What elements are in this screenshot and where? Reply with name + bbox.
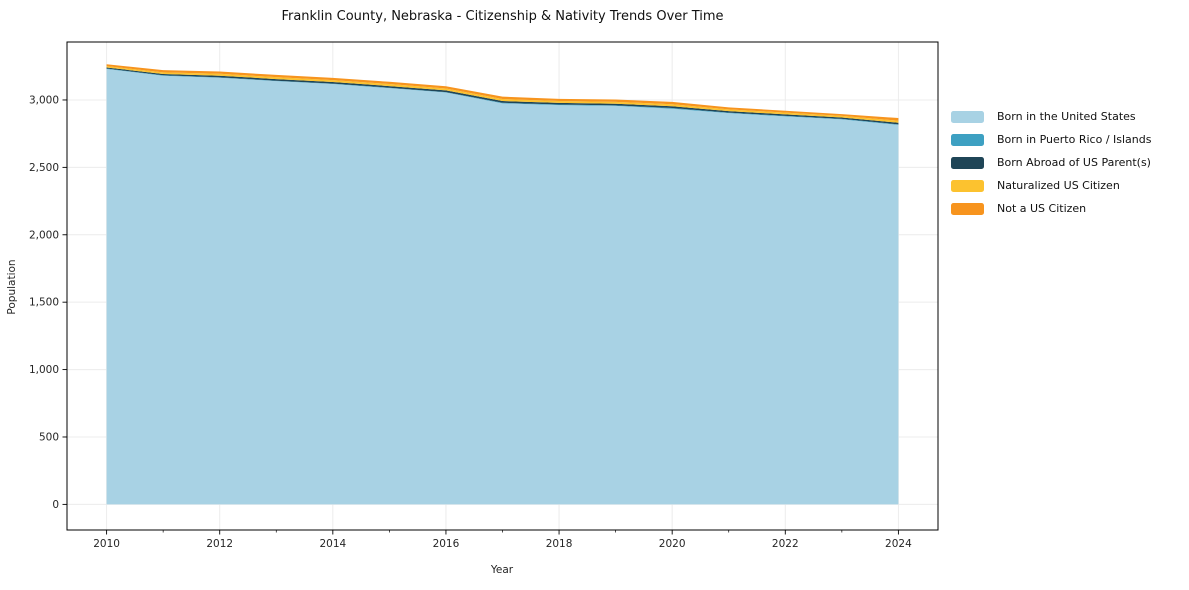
y-tick-label: 2,500 xyxy=(29,162,59,174)
x-tick-label: 2012 xyxy=(206,538,233,550)
area-series xyxy=(106,64,899,121)
legend-swatch-icon xyxy=(951,133,984,146)
x-tick-label: 2024 xyxy=(885,538,912,550)
x-tick-label: 2022 xyxy=(772,538,799,550)
area-series xyxy=(106,68,899,125)
legend-item: Born in Puerto Rico / Islands xyxy=(951,128,1151,151)
legend-item: Born in the United States xyxy=(951,105,1151,128)
legend-swatch-icon xyxy=(951,179,984,192)
legend: Born in the United States Born in Puerto … xyxy=(951,105,1151,220)
y-tick-label: 2,000 xyxy=(29,229,59,241)
axis-layer: 0 500 1,000 1,500 2,000 2,500 3,000 2010 2012 201… xyxy=(29,41,939,550)
y-axis-label: Population xyxy=(6,259,18,314)
x-tick-label: 2018 xyxy=(546,538,573,550)
area-series xyxy=(106,67,899,125)
x-tick-label: 2010 xyxy=(93,538,120,550)
y-tick-label: 1,000 xyxy=(29,364,59,376)
area-layer xyxy=(106,64,899,505)
y-tick-label: 3,000 xyxy=(29,94,59,106)
y-tick-label: 500 xyxy=(39,431,59,443)
legend-label: Not a US Citizen xyxy=(997,202,1087,215)
x-axis-label: Year xyxy=(490,564,514,576)
legend-swatch-icon xyxy=(951,202,984,215)
legend-swatch-icon xyxy=(951,156,984,169)
legend-label: Born Abroad of US Parent(s) xyxy=(997,156,1151,169)
area-series xyxy=(106,68,899,505)
legend-label: Born in the United States xyxy=(997,110,1136,123)
legend-label: Born in Puerto Rico / Islands xyxy=(997,133,1152,146)
x-tick-label: 2016 xyxy=(433,538,460,550)
chart-title: Franklin County, Nebraska - Citizenship … xyxy=(281,9,724,24)
legend-swatch-icon xyxy=(951,110,984,123)
x-tick-label: 2020 xyxy=(659,538,686,550)
y-tick-label: 1,500 xyxy=(29,297,59,309)
area-series xyxy=(106,66,899,123)
x-tick-label: 2014 xyxy=(319,538,346,550)
legend-item: Born Abroad of US Parent(s) xyxy=(951,151,1151,174)
legend-item: Not a US Citizen xyxy=(951,197,1151,220)
y-tick-label: 0 xyxy=(52,499,59,511)
legend-item: Naturalized US Citizen xyxy=(951,174,1151,197)
legend-label: Naturalized US Citizen xyxy=(997,179,1120,192)
